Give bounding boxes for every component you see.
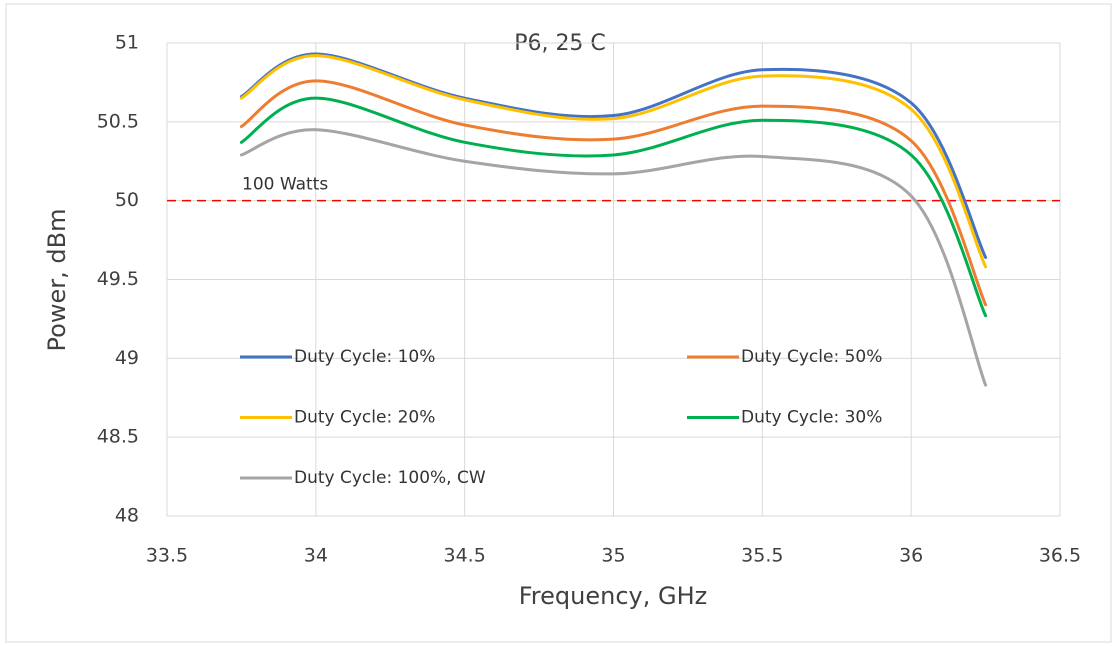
x-tick-label: 33.5: [146, 545, 188, 567]
legend-label: Duty Cycle: 30%: [741, 408, 882, 428]
y-tick-label: 48: [115, 505, 139, 527]
x-tick-label: 36: [899, 545, 923, 567]
reference-label: 100 Watts: [242, 175, 328, 195]
legend-label: Duty Cycle: 100%, CW: [294, 468, 486, 488]
legend-label: Duty Cycle: 10%: [294, 347, 435, 367]
x-axis-title: Frequency, GHz: [519, 582, 707, 610]
y-tick-label: 50: [115, 189, 139, 211]
legend-label: Duty Cycle: 50%: [741, 347, 882, 367]
x-tick-label: 36.5: [1039, 545, 1081, 567]
y-axis-title: Power, dBm: [43, 209, 71, 352]
y-tick-label: 48.5: [97, 426, 139, 448]
x-tick-label: 35: [601, 545, 625, 567]
y-tick-label: 51: [115, 32, 139, 54]
legend-label: Duty Cycle: 20%: [294, 408, 435, 428]
chart-border: [5, 3, 1112, 643]
series-line: [239, 128, 988, 387]
y-tick-label: 49.5: [97, 268, 139, 290]
series-line: [239, 96, 988, 318]
series-line: [239, 79, 988, 307]
y-tick-label: 50.5: [97, 110, 139, 132]
x-tick-label: 35.5: [741, 545, 783, 567]
series-line: [239, 54, 988, 269]
x-tick-label: 34.5: [444, 545, 486, 567]
x-tick-label: 34: [304, 545, 328, 567]
y-tick-label: 49: [115, 347, 139, 369]
